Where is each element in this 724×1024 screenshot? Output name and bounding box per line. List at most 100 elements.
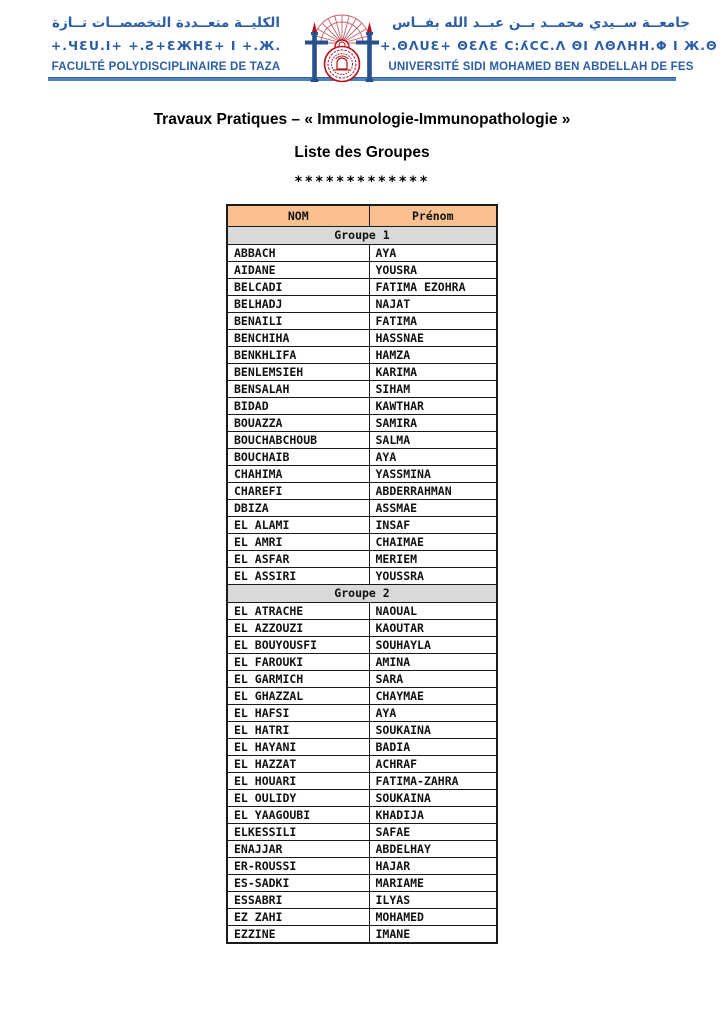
student-nom-cell: EL ALAMI [226,516,370,534]
student-prenom-cell: YASSMINA [368,465,498,483]
student-row: CHAHIMA YASSMINA [226,465,498,483]
student-prenom-cell: SAFAE [368,823,498,841]
student-row: EL HOUARI FATIMA-ZAHRA [226,772,498,790]
student-row: ES-SADKI MARIAME [226,874,498,892]
student-row: ENAJJAR ABDELHAY [226,840,498,858]
university-header: الكليــة متعــددة التخصصــات تــازة +.ЧƐ… [0,0,724,83]
student-prenom-cell: FATIMA-ZAHRA [368,772,498,790]
student-prenom-cell: HASSNAE [368,329,498,347]
student-prenom-cell: HAMZA [368,346,498,364]
student-nom-cell: EL AMRI [226,533,370,551]
student-row: BELCADI FATIMA EZOHRA [226,278,498,296]
student-nom-cell: EL YAAGOUBI [226,806,370,824]
student-nom-cell: EL HAYANI [226,738,370,756]
student-prenom-cell: MERIEM [368,550,498,568]
student-row: ESSABRI ILYAS [226,891,498,909]
student-row: EL OULIDY SOUKAINA [226,789,498,807]
student-row: ER-ROUSSI HAJAR [226,857,498,875]
student-prenom-cell: ABDELHAY [368,840,498,858]
student-prenom-cell: KARIMA [368,363,498,381]
student-row: AIDANE YOUSRA [226,261,498,279]
student-prenom-cell: ACHRAF [368,755,498,773]
student-nom-cell: EL ASSIRI [226,567,370,585]
student-row: BOUAZZA SAMIRA [226,414,498,432]
student-nom-cell: BELCADI [226,278,370,296]
student-nom-cell: ENAJJAR [226,840,370,858]
student-row: EL GARMICH SARA [226,670,498,688]
student-prenom-cell: CHAYMAE [368,687,498,705]
student-prenom-cell: NAOUAL [368,602,498,620]
student-nom-cell: EL ASFAR [226,550,370,568]
student-prenom-cell: AYA [368,448,498,466]
student-row: BIDAD KAWTHAR [226,397,498,415]
student-prenom-cell: INSAF [368,516,498,534]
student-nom-cell: EL GHAZZAL [226,687,370,705]
student-row: BOUCHAIB AYA [226,448,498,466]
student-prenom-cell: IMANE [368,925,498,944]
student-prenom-cell: SOUKAINA [368,721,498,739]
student-nom-cell: ELKESSILI [226,823,370,841]
student-row: EL AMRI CHAIMAE [226,533,498,551]
faculty-name-tifinagh: +.ЧƐU.І+ +.Ƨ+ƐЖНƐ+ І +.Ж. [50,38,282,53]
student-nom-cell: BENSALAH [226,380,370,398]
student-row: EL ASFAR MERIEM [226,550,498,568]
student-prenom-cell: SARA [368,670,498,688]
student-prenom-cell: MOHAMED [368,908,498,926]
student-nom-cell: EL AZZOUZI [226,619,370,637]
group-header-row: Groupe 1 [226,226,498,245]
student-prenom-cell: SAMIRA [368,414,498,432]
student-row: EZZINE IMANE [226,925,498,944]
student-prenom-cell: YOUSSRA [368,567,498,585]
student-nom-cell: EL HATRI [226,721,370,739]
student-nom-cell: BENAILI [226,312,370,330]
group-label: Groupe 1 [226,226,498,245]
student-prenom-cell: YOUSRA [368,261,498,279]
university-name-arabic: جامعــة ســيدي محمــد بــن عبــد الله بف… [391,15,691,31]
student-row: EL YAAGOUBI KHADIJA [226,806,498,824]
student-prenom-cell: SOUKAINA [368,789,498,807]
student-row: BENKHLIFA HAMZA [226,346,498,364]
student-prenom-cell: SOUHAYLA [368,636,498,654]
student-row: EZ ZAHI MOHAMED [226,908,498,926]
student-nom-cell: EL HAZZAT [226,755,370,773]
header-faculty-block: الكليــة متعــددة التخصصــات تــازة +.ЧƐ… [28,9,304,77]
student-nom-cell: BENCHIHA [226,329,370,347]
student-prenom-cell: AYA [368,244,498,262]
faculty-name-arabic: الكليــة متعــددة التخصصــات تــازة [51,15,280,31]
groups-table-body: Groupe 1 ABBACH AYA AIDANE YOUSRA BELCADI FATI… [226,226,498,944]
student-prenom-cell: NAJAT [368,295,498,313]
student-prenom-cell: FATIMA EZOHRA [368,278,498,296]
student-prenom-cell: HAJAR [368,857,498,875]
student-row: EL HATRI SOUKAINA [226,721,498,739]
student-nom-cell: EL HAFSI [226,704,370,722]
student-prenom-cell: FATIMA [368,312,498,330]
student-row: EL ATRACHE NAOUAL [226,602,498,620]
student-prenom-cell: KAOUTAR [368,619,498,637]
faculty-name-french: FACULTÉ POLYDISCIPLINAIRE DE TAZA [51,61,281,73]
student-row: EL BOUYOUSFI SOUHAYLA [226,636,498,654]
student-nom-cell: ESSABRI [226,891,370,909]
student-nom-cell: AIDANE [226,261,370,279]
student-prenom-cell: SALMA [368,431,498,449]
student-prenom-cell: BADIA [368,738,498,756]
student-nom-cell: BIDAD [226,397,370,415]
document-title: Travaux Pratiques – « Immunologie-Immuno… [153,111,571,128]
column-header-row: NOM Prénom [226,204,498,227]
groups-table-header: NOM Prénom [226,204,498,227]
student-nom-cell: BOUAZZA [226,414,370,432]
student-prenom-cell: AMINA [368,653,498,671]
student-row: EL FAROUKI AMINA [226,653,498,671]
student-row: BENCHIHA HASSNAE [226,329,498,347]
student-nom-cell: ABBACH [226,244,370,262]
student-nom-cell: EL BOUYOUSFI [226,636,370,654]
student-nom-cell: DBIZA [226,499,370,517]
student-row: BENLEMSIEH KARIMA [226,363,498,381]
student-nom-cell: EL ATRACHE [226,602,370,620]
student-row: EL HAYANI BADIA [226,738,498,756]
column-header-prenom: Prénom [368,204,498,227]
document-subtitle: Liste des Groupes [294,144,430,161]
student-nom-cell: EL GARMICH [226,670,370,688]
group-label: Groupe 2 [226,584,498,603]
university-name-tifinagh: +.ΘΛUƐ+ ΘƐΛƐ C:ʎCC.Λ ΘІ ΛΘΛНН.Φ І Ж.Θ [380,38,718,53]
